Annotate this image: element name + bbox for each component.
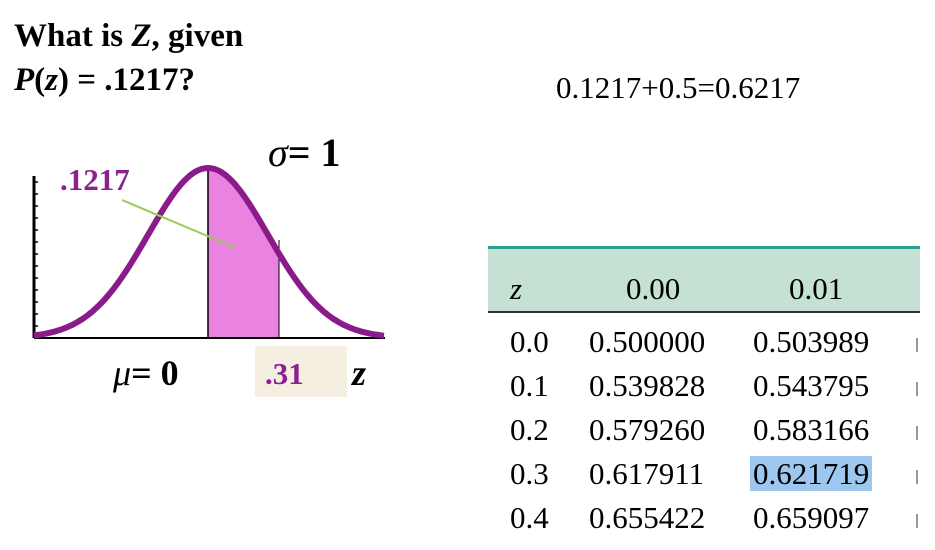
question-suffix: , given	[151, 18, 244, 54]
table-header: z 0.00 0.01	[488, 249, 920, 311]
cutoff-column-mark	[916, 470, 918, 484]
table-header-border	[488, 311, 920, 313]
row-z: 0.4	[510, 500, 549, 535]
question-variable: Z	[131, 18, 152, 54]
question-line-2: P(z) = .1217?	[14, 60, 195, 100]
mean-value: = 0	[131, 353, 179, 393]
row-value: 0.579260	[589, 412, 706, 447]
paren-open: (	[34, 62, 46, 98]
mean-label: μ= 0	[113, 352, 179, 394]
header-col-000: 0.00	[626, 271, 681, 306]
z-variable: z	[45, 62, 59, 98]
cutoff-column-mark	[916, 382, 918, 396]
y-axis-ticks	[34, 181, 38, 327]
bell-curve	[33, 164, 385, 339]
row-value: 0.617911	[589, 456, 705, 491]
sigma-label: σ= 1	[268, 129, 341, 176]
row-z: 0.0	[510, 324, 549, 359]
sigma-value: = 1	[287, 130, 341, 175]
z-table: z 0.00 0.01 0.0 0.500000 0.503989 0.1 0.…	[488, 246, 920, 536]
z-value-box	[255, 346, 347, 397]
row-value: 0.583166	[753, 412, 870, 447]
cutoff-column-mark	[916, 426, 918, 440]
row-z: 0.1	[510, 368, 549, 403]
z-axis-label: z	[352, 353, 367, 393]
row-z: 0.3	[510, 456, 549, 491]
shaded-area	[208, 168, 279, 338]
question-value: ) = .1217?	[58, 62, 196, 98]
table-top-border	[488, 246, 920, 249]
calculation-text: 0.1217+0.5=0.6217	[556, 70, 801, 105]
cutoff-column-mark	[916, 514, 918, 528]
highlighted-value: 0.621719	[750, 456, 873, 491]
row-value: 0.543795	[753, 368, 870, 403]
sigma-symbol: σ	[268, 130, 288, 175]
mu-symbol: μ	[113, 353, 132, 393]
row-value: 0.655422	[589, 500, 706, 535]
header-col-001: 0.01	[789, 271, 844, 306]
normal-curve-diagram	[32, 164, 385, 339]
cutoff-column-mark	[916, 338, 918, 352]
row-value: 0.503989	[753, 324, 870, 359]
question-line-1: What is Z, given	[14, 16, 243, 56]
question-prefix: What is	[14, 18, 132, 54]
area-label: .1217	[60, 162, 130, 197]
row-z: 0.2	[510, 412, 549, 447]
row-value: 0.500000	[589, 324, 706, 359]
z-value: .31	[265, 356, 304, 391]
row-value: 0.539828	[589, 368, 706, 403]
header-z: z	[510, 271, 523, 306]
area-pointer-line	[121, 199, 237, 249]
probability-symbol: P	[14, 62, 35, 98]
row-value: 0.659097	[753, 500, 870, 535]
